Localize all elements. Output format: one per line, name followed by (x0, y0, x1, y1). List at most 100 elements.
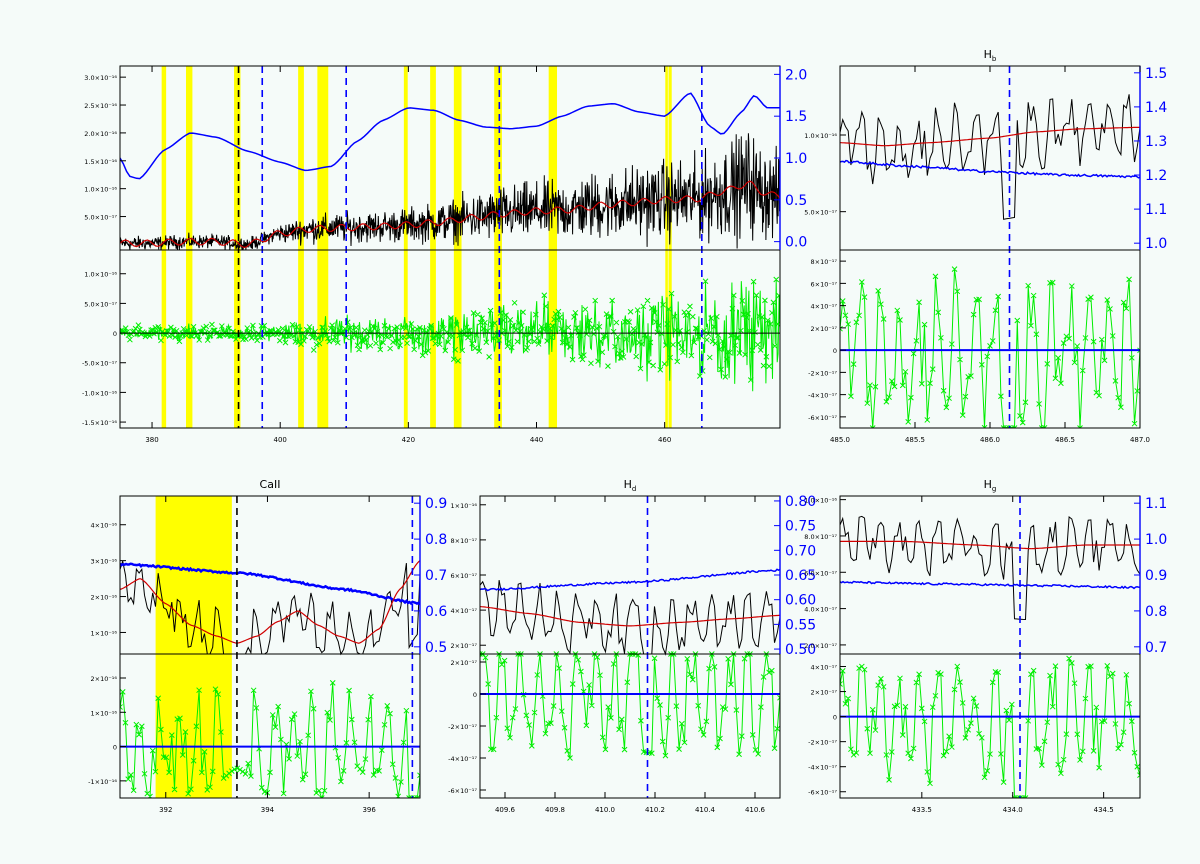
y2-tick-label: 0.5 (425, 640, 447, 656)
panel-hbeta: Hb 5.0×10⁻¹⁷ 1.0×10⁻¹⁶ 1.0 1.1 1.2 1.3 1.4 1.5 -6… (804, 48, 1167, 444)
y2-tick-label: 0.65 (785, 568, 816, 584)
x-tick-label: 394 (261, 806, 275, 814)
y-tick-label: 1×10⁻¹⁶ (451, 502, 478, 510)
model-spectrum (840, 126, 1140, 147)
y-tick-label: 2.0×10⁻¹⁶ (84, 130, 117, 138)
panel-title-hbeta: Hb (984, 48, 997, 63)
x-tick-label: 486.5 (1055, 436, 1075, 444)
y2-tick-label: 1.0 (1145, 532, 1167, 548)
continuum-curve (120, 562, 420, 606)
x-tick-label: 486.0 (980, 436, 1000, 444)
x-tick-label: 434.5 (1094, 806, 1114, 814)
y-tick-label: 4×10⁻¹⁷ (811, 303, 838, 311)
y-tick-label: 8.0×10⁻¹⁷ (804, 533, 837, 541)
y-tick-label: 0 (473, 691, 477, 699)
y-tick-label: -5.0×10⁻¹⁷ (82, 360, 117, 368)
x-tick-label: 392 (159, 806, 172, 814)
y-tick-label: 0 (833, 347, 837, 355)
residual-markers (840, 655, 1140, 798)
residual-markers (120, 276, 780, 383)
top-frame (839, 495, 1141, 655)
y2-tick-label: 0.5 (785, 193, 807, 209)
y-tick-label: -1.0×10⁻¹⁶ (82, 389, 117, 397)
model-spectrum (480, 606, 780, 627)
y2-tick-label: 0.9 (425, 496, 447, 512)
observed-spectrum (480, 580, 780, 656)
y2-tick-label: 0.0 (785, 235, 807, 251)
y-tick-label: -4×10⁻¹⁷ (448, 755, 477, 763)
residual-markers (120, 680, 420, 798)
y2-tick-label: 0.7 (1145, 640, 1167, 656)
observed-spectrum (120, 133, 780, 251)
y-tick-label: 6×10⁻¹⁷ (451, 572, 478, 580)
x-tick-label: 433.5 (912, 806, 932, 814)
y-tick-label: -4×10⁻¹⁷ (808, 392, 837, 400)
y-tick-label: 2×10⁻¹⁷ (811, 689, 838, 697)
mask-band (161, 66, 167, 428)
y-tick-label: -2×10⁻¹⁷ (448, 723, 477, 731)
y2-tick-label: 0.7 (425, 568, 447, 584)
panel-title-caii: CaII (260, 478, 281, 491)
y-tick-label: -6×10⁻¹⁷ (448, 787, 477, 795)
x-tick-label: 434.0 (1003, 806, 1023, 814)
model-spectrum (120, 560, 420, 644)
plot-area-overview (120, 66, 780, 428)
y-tick-label: 2.5×10⁻¹⁶ (84, 102, 117, 110)
x-tick-label: 420 (402, 436, 415, 444)
continuum-curve (480, 568, 780, 592)
y-tick-label: 2×10⁻¹⁷ (811, 325, 838, 333)
y-tick-label: -2×10⁻¹⁷ (808, 369, 837, 377)
panel-hgamma: Hg 2.0×10⁻¹⁷ 4.0×10⁻¹⁷ 6.0×10⁻¹⁷ 8.0×10⁻¹⁷ 1.… (804, 478, 1167, 814)
top-frame (839, 65, 1141, 251)
y2-tick-label: 0.9 (1145, 568, 1167, 584)
y2-tick-label: 0.6 (425, 604, 447, 620)
bottom-frame (119, 653, 421, 799)
y2-tick-label: 0.70 (785, 543, 816, 559)
x-tick-label: 409.8 (545, 806, 565, 814)
y2-tick-label: 0.8 (1145, 604, 1167, 620)
y2-tick-label: 1.3 (1145, 134, 1167, 150)
y2-tick-label: 2.0 (785, 67, 807, 83)
y-tick-label: -1×10⁻¹⁶ (88, 778, 117, 786)
x-tick-label: 410.6 (745, 806, 766, 814)
x-tick-label: 440 (530, 436, 543, 444)
mask-band (403, 66, 408, 428)
mask-band (668, 66, 672, 428)
y2-tick-label: 1.0 (785, 151, 807, 167)
y2-tick-label: 1.5 (1145, 66, 1167, 82)
plot-area-hgamma (840, 496, 1140, 798)
y-tick-label: 2×10⁻¹⁷ (451, 642, 478, 650)
continuum-curve (120, 92, 780, 180)
panel-title-hdelta: Hd (624, 478, 637, 493)
mask-band (430, 66, 436, 428)
panel-overview: 5.0×10⁻¹⁷ 1.0×10⁻¹⁶ 1.5×10⁻¹⁶ 2.0×10⁻¹⁶ 2.5×… (82, 65, 807, 444)
y-tick-label: 0 (113, 330, 117, 338)
y2-tick-label: 1.1 (1145, 202, 1167, 218)
bottom-frame (839, 653, 1141, 799)
y-tick-label: 8×10⁻¹⁷ (811, 258, 838, 266)
continuum-curve (840, 580, 1140, 590)
y2-tick-label: 1.4 (1145, 100, 1167, 116)
residual-markers (480, 651, 780, 761)
y-tick-label: 2×10⁻¹⁶ (91, 675, 118, 683)
y-tick-label: 3.0×10⁻¹⁶ (84, 74, 117, 82)
mask-band (317, 66, 329, 428)
y-tick-label: 0 (113, 744, 117, 752)
y-tick-label: 1.0×10⁻¹⁶ (804, 132, 837, 140)
mask-band (186, 66, 193, 428)
residual-line (480, 652, 780, 759)
mask-band (548, 66, 558, 428)
y2-tick-label: 0.75 (785, 519, 816, 535)
y-tick-label: 1.0×10⁻¹⁶ (84, 271, 117, 279)
y2-tick-label: 0.80 (785, 494, 816, 510)
panel-title-hgamma: Hg (984, 478, 997, 493)
mask-band (155, 496, 232, 798)
y-tick-label: -2×10⁻¹⁷ (808, 739, 837, 747)
y2-tick-label: 1.2 (1145, 168, 1167, 184)
bottom-frame (839, 249, 1141, 429)
y-tick-label: 2×10⁻¹⁶ (91, 594, 118, 602)
y-tick-label: -6×10⁻¹⁷ (808, 414, 837, 422)
y-tick-label: 3×10⁻¹⁶ (91, 558, 118, 566)
y-tick-label: 4×10⁻¹⁷ (451, 607, 478, 615)
